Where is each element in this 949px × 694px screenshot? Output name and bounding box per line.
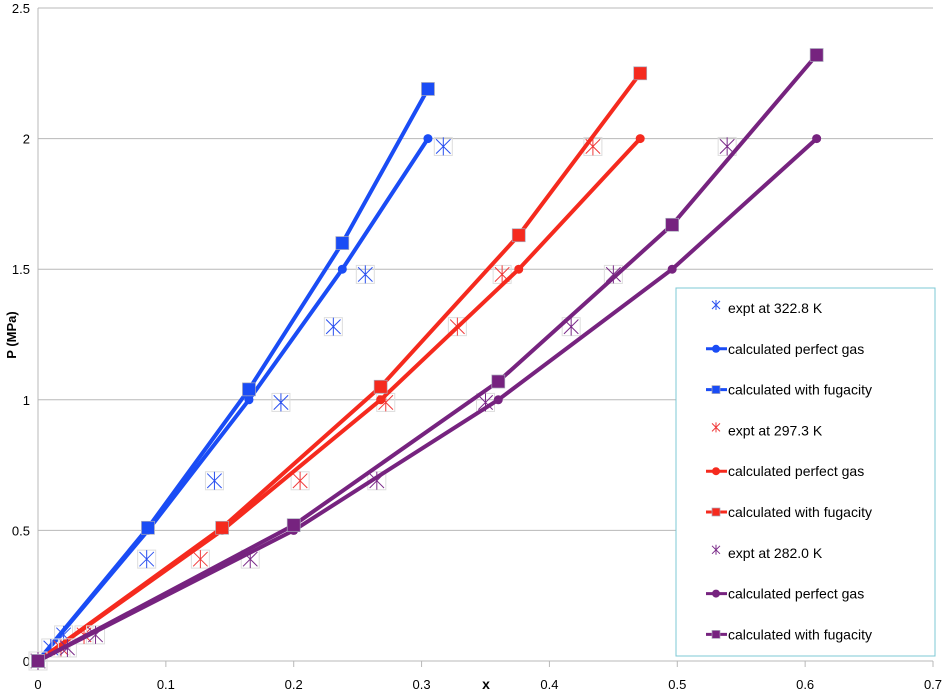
legend-item: calculated with fugacity [706,626,872,642]
data-point-x [433,136,453,156]
legend-label: calculated perfect gas [728,586,864,602]
data-point-x [190,549,210,569]
legend-label: calculated perfect gas [728,341,864,357]
data-point-circle [812,134,822,144]
data-point-circle [244,395,254,405]
legend-item: expt at 297.3 K [711,422,823,438]
data-point-x [711,544,721,555]
data-point-x [355,264,375,284]
data-point-circle [667,264,677,274]
series-line [36,72,642,663]
data-point-square [242,382,256,397]
data-point-square [31,654,45,668]
series [28,136,603,671]
data-point-square [286,518,301,533]
x-marker [206,471,222,490]
legend-item: calculated perfect gas [706,586,864,602]
x-axis-label: x [482,676,490,692]
data-point-square [711,507,721,517]
data-point-square [141,520,155,535]
x-marker [292,471,308,490]
data-point-x [204,471,224,491]
data-point-circle [712,467,720,476]
y-tick-label: 0 [23,654,30,669]
y-tick-label: 0.5 [12,523,30,538]
x-tick-label: 0.7 [924,677,942,692]
x-tick-label: 0 [34,677,41,692]
legend-item: calculated perfect gas [706,341,864,357]
data-point-x [603,264,623,284]
series [31,82,435,668]
data-point-x [137,549,157,569]
legend-label: expt at 322.8 K [728,300,823,316]
data-point-square [373,379,388,394]
data-point-square [711,385,721,394]
x-marker [711,544,721,555]
data-point-circle [712,589,720,598]
x-tick-label: 0.6 [796,677,814,692]
legend-label: expt at 282.0 K [728,545,823,561]
x-marker [711,300,721,310]
data-point-circle [635,134,645,144]
data-point-x [290,471,310,491]
x-marker [139,550,155,569]
y-axis-label: P (MPa) [4,311,19,358]
x-marker [192,550,208,569]
legend-item: expt at 322.8 K [711,300,823,316]
series [31,66,648,668]
legend-label: expt at 297.3 K [728,422,823,438]
data-point-square [491,374,506,389]
y-tick-label: 1 [23,393,30,408]
data-point-x [323,317,343,337]
legend-item: calculated with fugacity [706,382,872,398]
data-point-x [711,300,721,310]
x-tick-label: 0.2 [285,677,303,692]
legend-item: calculated perfect gas [706,463,864,479]
data-point-circle [337,264,347,274]
x-marker [711,422,721,433]
data-point-square [335,236,350,250]
legend-label: calculated with fugacity [728,382,872,398]
data-point-square [633,66,648,81]
data-point-circle [514,264,524,274]
x-marker [273,393,289,412]
data-point-x [711,422,721,433]
legend-label: calculated with fugacity [728,504,872,520]
legend-item: calculated with fugacity [706,504,872,520]
x-tick-label: 0.5 [668,677,686,692]
x-marker [435,137,451,156]
data-point-square [665,217,680,232]
data-point-square [421,82,435,96]
x-marker [719,137,735,156]
y-tick-label: 1.5 [12,262,30,277]
data-point-square [215,520,229,535]
legend-item: expt at 282.0 K [711,544,823,561]
legend: expt at 322.8 K calculated perfect gas cal… [675,287,936,657]
data-point-square [809,48,824,62]
series-line [36,88,430,663]
data-point-circle [712,344,720,353]
x-tick-label: 0.4 [540,677,558,692]
data-point-square [511,228,526,243]
x-tick-label: 0.1 [157,677,175,692]
x-marker [357,265,373,284]
data-point-square [711,630,721,639]
y-tick-label: 2 [23,132,30,147]
x-marker [325,317,341,336]
data-point-x [717,136,737,156]
legend-label: calculated perfect gas [728,463,864,479]
y-tick-label: 2.5 [12,1,30,16]
x-tick-label: 0.3 [413,677,431,692]
data-point-circle [423,134,433,144]
series [31,48,824,668]
data-point-circle [376,395,386,405]
data-point-circle [493,395,503,405]
data-point-x [271,392,291,412]
legend-label: calculated with fugacity [728,626,872,642]
